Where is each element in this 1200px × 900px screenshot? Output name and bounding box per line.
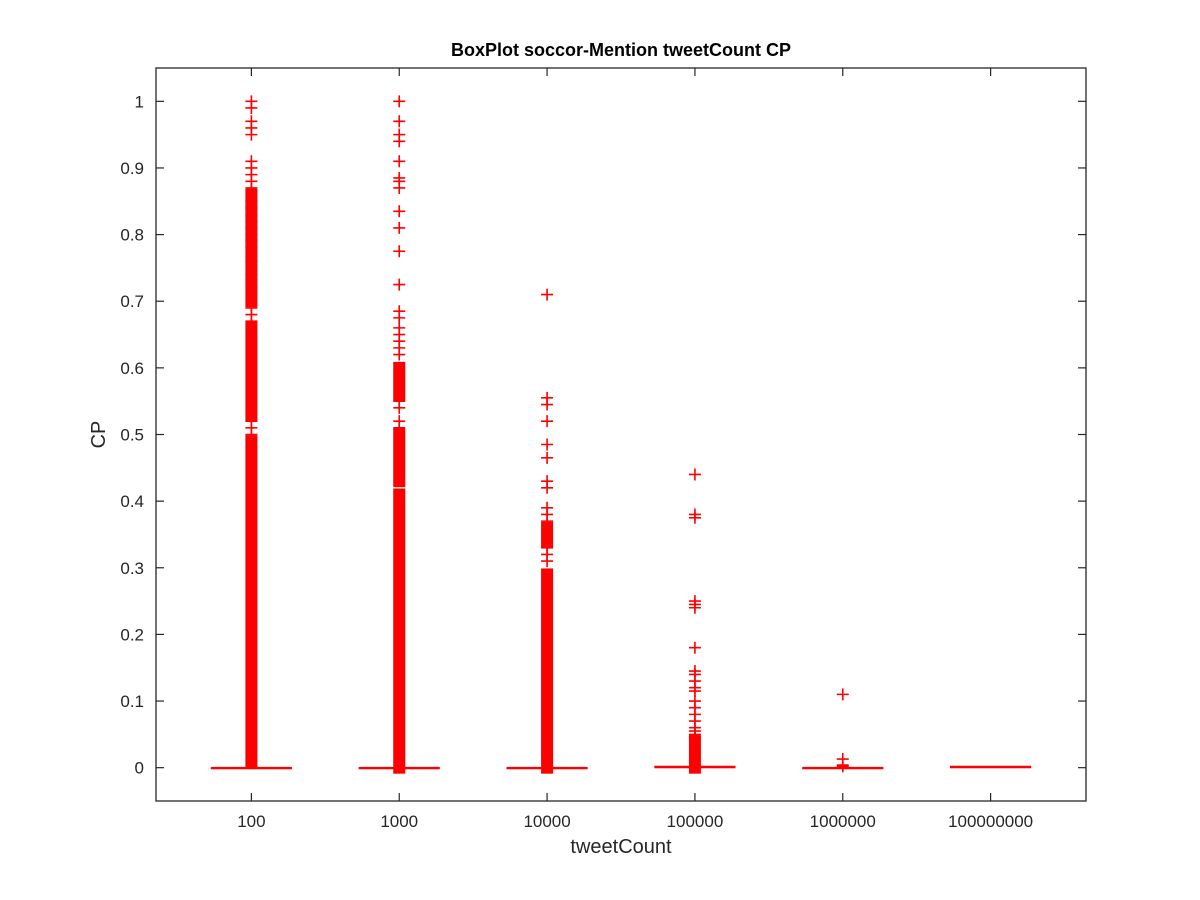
- outlier-point: [541, 481, 554, 494]
- box-1000: [358, 361, 440, 774]
- chart-title: BoxPlot soccor-Mention tweetCount CP: [451, 40, 791, 60]
- outlier-point: [541, 581, 554, 594]
- outlier-point: [245, 268, 258, 281]
- outlier-point: [393, 181, 406, 194]
- outlier-point: [688, 641, 701, 654]
- outlier-point: [245, 281, 258, 294]
- outlier-point: [836, 760, 849, 773]
- outlier-point: [541, 438, 554, 451]
- outlier-point: [541, 451, 554, 464]
- box-10000: [506, 521, 588, 774]
- outlier-point: [393, 135, 406, 148]
- outlier-band: [688, 735, 701, 774]
- outlier-band: [245, 321, 258, 421]
- y-tick-label: 0.9: [120, 159, 144, 178]
- x-tick-label: 100: [237, 812, 265, 831]
- y-tick-label: 1: [135, 92, 144, 111]
- outlier-point: [245, 241, 258, 254]
- outlier-point: [393, 95, 406, 108]
- outlier-point: [393, 221, 406, 234]
- chart-marks: [210, 95, 1032, 774]
- x-axis: 100 1000 10000 100000 1000000 100000000: [237, 68, 1033, 831]
- outlier-point: [541, 515, 554, 528]
- outlier-point: [688, 468, 701, 481]
- outlier-point: [393, 115, 406, 128]
- outlier-point: [393, 155, 406, 168]
- box-100000000: [950, 765, 1032, 769]
- outlier-point: [541, 555, 554, 568]
- outlier-point: [541, 398, 554, 411]
- y-axis: 0 0.1 0.2 0.3 0.4 0.5 0.6 0.7 0.8 0.9 1: [120, 92, 1086, 778]
- outlier-point: [393, 348, 406, 361]
- outlier-point: [245, 181, 258, 194]
- outlier-point: [393, 421, 406, 434]
- y-axis-title: CP: [88, 421, 110, 449]
- outlier-band: [541, 568, 554, 588]
- outlier-point: [393, 245, 406, 258]
- outlier-point: [245, 315, 258, 328]
- outlier-point: [245, 255, 258, 268]
- box-100000: [654, 735, 736, 774]
- outlier-point: [245, 128, 258, 141]
- outlier-band: [393, 428, 406, 488]
- outlier-point: [245, 428, 258, 441]
- y-tick-label: 0.2: [120, 625, 144, 644]
- y-tick-label: 0.1: [120, 692, 144, 711]
- outlier-point: [541, 288, 554, 301]
- y-tick-label: 0.6: [120, 359, 144, 378]
- x-tick-label: 10000: [523, 812, 570, 831]
- outlier-point: [245, 101, 258, 114]
- outlier-point: [688, 511, 701, 524]
- outlier-band: [541, 588, 554, 774]
- outlier-band: [541, 521, 554, 548]
- y-tick-label: 0.4: [120, 492, 144, 511]
- outlier-point: [688, 731, 701, 744]
- y-tick-label: 0.3: [120, 559, 144, 578]
- x-axis-title: tweetCount: [570, 836, 672, 858]
- y-tick-label: 0.5: [120, 426, 144, 445]
- outlier-point: [541, 415, 554, 428]
- outlier-point: [393, 401, 406, 414]
- y-tick-label: 0.7: [120, 292, 144, 311]
- outlier-point: [836, 688, 849, 701]
- y-tick-label: 0.8: [120, 226, 144, 245]
- y-tick-label: 0: [135, 759, 144, 778]
- x-tick-label: 1000000: [810, 812, 876, 831]
- outlier-band: [393, 361, 406, 401]
- outlier-point: [393, 205, 406, 218]
- outlier-band: [245, 435, 258, 768]
- outlier-band: [393, 488, 406, 774]
- x-tick-label: 1000: [380, 812, 418, 831]
- outlier-point: [393, 278, 406, 291]
- x-tick-label: 100000000: [948, 812, 1033, 831]
- x-tick-label: 100000: [667, 812, 724, 831]
- outlier-point: [688, 601, 701, 614]
